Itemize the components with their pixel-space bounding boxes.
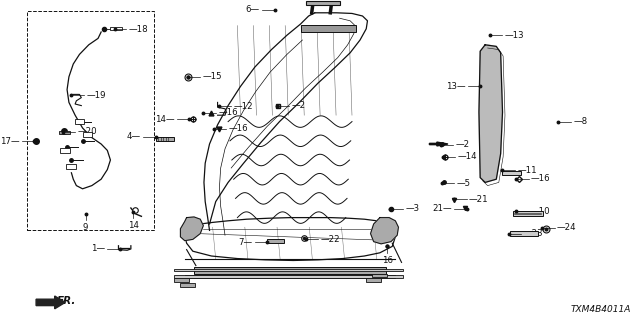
Text: 7—: 7— xyxy=(238,238,252,247)
Text: —2: —2 xyxy=(292,101,306,110)
Text: 13—: 13— xyxy=(445,82,465,91)
Polygon shape xyxy=(371,218,399,244)
Bar xyxy=(156,137,174,141)
Bar xyxy=(301,25,356,32)
Bar xyxy=(60,148,70,153)
Text: —11: —11 xyxy=(517,166,537,175)
Bar xyxy=(83,132,92,137)
Text: —16: —16 xyxy=(218,108,238,117)
Bar xyxy=(267,239,284,243)
Text: 14: 14 xyxy=(128,221,139,230)
Text: —22: —22 xyxy=(321,235,340,244)
Text: —14: —14 xyxy=(458,152,477,161)
Text: TXM4B4011A: TXM4B4011A xyxy=(570,305,630,314)
Polygon shape xyxy=(479,45,502,182)
Text: 4—: 4— xyxy=(127,132,141,141)
Bar xyxy=(513,211,543,216)
Text: —3: —3 xyxy=(405,204,419,213)
Text: —10: —10 xyxy=(531,207,550,216)
Bar xyxy=(174,275,403,278)
Text: —15: —15 xyxy=(203,72,222,81)
Bar xyxy=(510,231,538,236)
Bar xyxy=(174,269,403,271)
Text: —2: —2 xyxy=(456,140,470,149)
Text: —18: —18 xyxy=(129,25,148,34)
Bar xyxy=(67,164,76,169)
Bar xyxy=(174,278,189,282)
Text: 21—: 21— xyxy=(432,204,452,213)
Bar xyxy=(111,27,122,30)
Text: —12: —12 xyxy=(234,102,253,111)
Bar xyxy=(185,275,396,278)
Bar xyxy=(372,274,387,277)
Bar xyxy=(305,1,340,5)
Text: FR.: FR. xyxy=(56,296,76,307)
Bar xyxy=(366,278,381,282)
Text: 17—: 17— xyxy=(0,137,19,146)
Text: 16: 16 xyxy=(382,256,393,265)
Text: —8: —8 xyxy=(573,117,588,126)
Bar xyxy=(27,11,154,230)
Text: —5: —5 xyxy=(457,179,471,188)
FancyArrow shape xyxy=(429,142,448,146)
Bar xyxy=(194,267,386,274)
Text: —16: —16 xyxy=(531,174,550,183)
Bar xyxy=(59,131,70,134)
Text: 9: 9 xyxy=(83,223,88,232)
Polygon shape xyxy=(36,296,65,309)
Text: 14—: 14— xyxy=(155,115,174,124)
Text: —19: —19 xyxy=(86,91,106,100)
Text: —16: —16 xyxy=(228,124,248,133)
Text: —21: —21 xyxy=(469,195,489,204)
Text: —23: —23 xyxy=(524,229,543,238)
Text: —24: —24 xyxy=(557,223,577,232)
Text: —13: —13 xyxy=(505,31,525,40)
Polygon shape xyxy=(180,217,204,241)
Bar xyxy=(502,171,521,175)
Bar xyxy=(74,119,84,124)
Text: 1—: 1— xyxy=(91,244,105,253)
Text: —20: —20 xyxy=(77,127,97,136)
Text: 6—: 6— xyxy=(246,5,260,14)
Bar xyxy=(180,283,195,287)
